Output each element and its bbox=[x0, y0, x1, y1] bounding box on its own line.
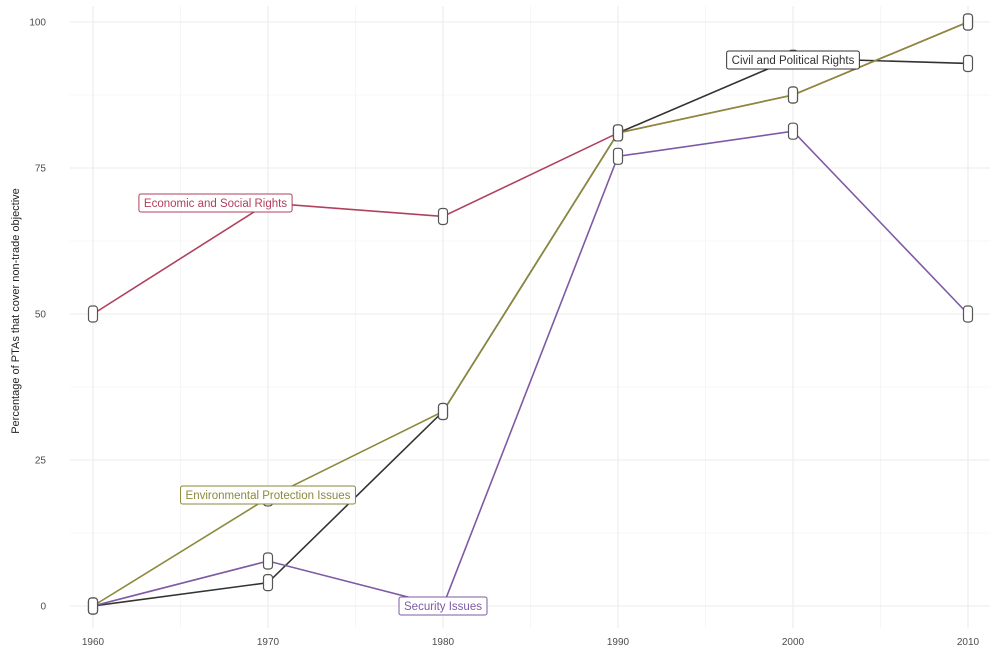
data-point-security-issues bbox=[262, 552, 274, 570]
series-line-environmental-protection-issues bbox=[92, 21, 969, 607]
data-point-security-issues bbox=[87, 597, 99, 615]
series-label-security-issues: Security Issues bbox=[398, 596, 488, 616]
data-point-security-issues bbox=[787, 122, 799, 140]
data-point-economic-and-social-rights bbox=[437, 207, 449, 226]
series-label-text: Economic and Social Rights bbox=[144, 198, 287, 210]
series-line-security-issues bbox=[92, 130, 969, 607]
data-point-environmental-protection-issues bbox=[612, 124, 624, 142]
y-tick-label: 75 bbox=[35, 164, 47, 175]
y-tick-label: 100 bbox=[29, 18, 46, 29]
data-point-security-issues bbox=[612, 147, 624, 165]
series-label-text: Environmental Protection Issues bbox=[186, 490, 351, 502]
series-label-civil-and-political-rights: Civil and Political Rights bbox=[726, 50, 860, 70]
series-label-text: Civil and Political Rights bbox=[732, 55, 855, 67]
data-point-economic-and-social-rights bbox=[87, 305, 99, 323]
series-label-environmental-protection-issues: Environmental Protection Issues bbox=[180, 485, 356, 505]
y-tick-label: 0 bbox=[40, 602, 46, 613]
data-point-civil-and-political-rights bbox=[262, 574, 274, 592]
data-point-security-issues bbox=[962, 305, 974, 323]
series-label-box bbox=[180, 485, 356, 505]
data-point-environmental-protection-issues bbox=[962, 13, 974, 31]
x-tick-label: 1980 bbox=[432, 637, 455, 648]
series-label-box bbox=[138, 193, 293, 213]
y-tick-label: 50 bbox=[35, 310, 47, 321]
axes: 0 25 50 75 100 1960 1970 1980 1990 2000 2010 bbox=[29, 18, 979, 649]
data-point-environmental-protection-issues bbox=[437, 402, 449, 421]
x-tick-label: 2000 bbox=[782, 637, 805, 648]
series-label-economic-and-social-rights: Economic and Social Rights bbox=[138, 193, 293, 213]
y-tick-label: 25 bbox=[35, 456, 47, 467]
series-label-box bbox=[726, 50, 860, 70]
grid bbox=[70, 6, 990, 628]
x-tick-label: 1990 bbox=[607, 637, 630, 648]
series-label-box bbox=[398, 596, 488, 616]
x-tick-label: 2010 bbox=[957, 637, 980, 648]
series-labels: Economic and Social Rights Civil and Poli… bbox=[138, 50, 860, 616]
x-tick-label: 1960 bbox=[82, 637, 105, 648]
x-tick-label: 1970 bbox=[257, 637, 280, 648]
data-point-environmental-protection-issues bbox=[787, 86, 799, 104]
series-label-text: Security Issues bbox=[404, 601, 482, 613]
y-axis-title: Percentage of PTAs that cover non-trade … bbox=[10, 188, 22, 434]
data-point-civil-and-political-rights bbox=[962, 54, 974, 73]
